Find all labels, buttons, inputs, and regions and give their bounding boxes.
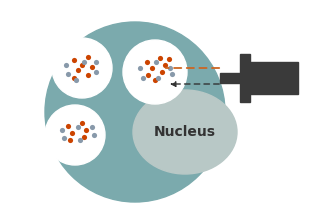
Point [86,73,91,77]
Point [146,73,150,77]
Point [138,66,142,70]
Point [154,60,159,64]
Point [75,68,80,72]
Point [141,76,146,80]
Circle shape [45,22,225,202]
Point [78,138,83,142]
Point [158,56,163,60]
Point [155,76,160,80]
Point [170,72,175,76]
Point [70,131,74,135]
Point [90,125,95,129]
Point [82,135,87,139]
Bar [248,62,298,94]
Circle shape [45,105,105,165]
Point [74,78,78,82]
Point [83,128,88,132]
Point [163,63,167,67]
Point [79,121,84,125]
Point [167,66,172,70]
Point [71,58,76,62]
Point [145,60,150,64]
Point [79,63,84,67]
Bar [220,73,250,83]
Point [94,70,99,74]
Point [64,63,69,67]
Ellipse shape [133,90,237,174]
Point [71,76,76,80]
Point [61,136,66,140]
Point [94,60,99,64]
Point [66,72,70,76]
Bar [240,54,250,102]
Circle shape [123,40,187,104]
Text: Nucleus: Nucleus [154,125,216,139]
Point [153,78,158,82]
Point [66,124,70,128]
Point [75,125,80,129]
Circle shape [52,38,112,98]
Point [60,128,65,132]
Point [150,66,154,70]
Point [82,60,87,64]
Point [68,138,73,142]
Point [90,65,95,69]
Point [86,55,91,59]
Point [91,133,96,137]
Point [167,57,171,61]
Point [159,70,164,74]
